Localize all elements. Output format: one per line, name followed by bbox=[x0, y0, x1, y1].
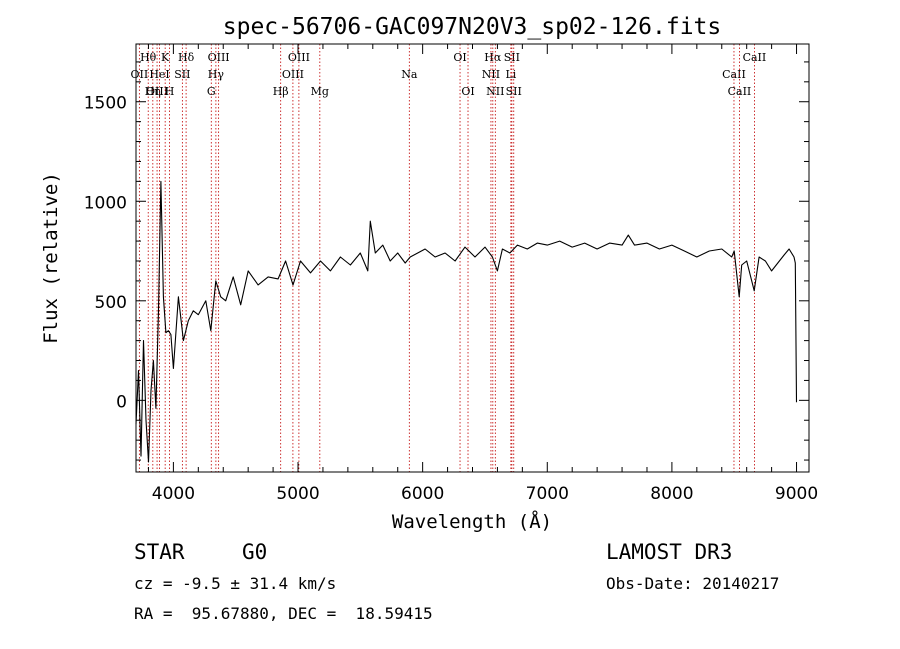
x-tick-label: 9000 bbox=[775, 484, 818, 504]
line-marker-label: Hβ bbox=[273, 85, 289, 98]
x-tick-label: 5000 bbox=[276, 484, 319, 504]
line-marker-label: SII bbox=[174, 68, 190, 81]
line-marker-label: OIII bbox=[146, 85, 168, 98]
y-tick-label: 1500 bbox=[84, 94, 127, 114]
line-marker-label: CaII bbox=[743, 51, 767, 64]
coordinates-readout: RA = 95.67880, DEC = 18.59415 bbox=[134, 604, 433, 623]
y-axis-label: Flux (relative) bbox=[40, 172, 62, 344]
x-tick-label: 4000 bbox=[152, 484, 195, 504]
line-marker-label: OII bbox=[131, 68, 149, 81]
line-marker-label: Mg bbox=[311, 85, 329, 98]
line-marker-label: NII bbox=[482, 68, 500, 81]
line-marker-label: CaII bbox=[728, 85, 752, 98]
observation-date: Obs-Date: 20140217 bbox=[606, 574, 780, 593]
line-marker-label: SII bbox=[504, 51, 520, 64]
line-marker-label: G bbox=[207, 85, 216, 98]
line-marker-label: OI bbox=[453, 51, 466, 64]
y-tick-label: 0 bbox=[116, 392, 127, 412]
line-marker-label: Hη bbox=[145, 85, 161, 98]
line-marker-label: SII bbox=[506, 85, 522, 98]
line-marker-label: Hγ bbox=[208, 68, 225, 81]
line-marker-label: HeI bbox=[149, 68, 169, 81]
line-marker-label: CaII bbox=[722, 68, 746, 81]
line-marker-label: H bbox=[165, 85, 175, 98]
velocity-readout: cz = -9.5 ± 31.4 km/s bbox=[134, 574, 337, 593]
line-marker-label: NII bbox=[486, 85, 504, 98]
line-marker-label: Li bbox=[505, 68, 516, 81]
x-tick-label: 8000 bbox=[650, 484, 693, 504]
x-tick-label: 6000 bbox=[401, 484, 444, 504]
spectral-subclass: G0 bbox=[242, 540, 268, 564]
x-tick-label: 7000 bbox=[526, 484, 569, 504]
line-marker-label: OIII bbox=[208, 51, 230, 64]
line-marker-label: Hα bbox=[484, 51, 502, 64]
y-tick-label: 500 bbox=[95, 293, 127, 313]
line-marker-label: Hδ bbox=[178, 51, 195, 64]
y-tick-label: 1000 bbox=[84, 193, 127, 213]
axes: 4000 5000 6000 7000 8000 9000 0 500 1000 1500 bbox=[84, 44, 818, 504]
chart-title: spec-56706-GAC097N20V3_sp02-126.fits bbox=[223, 14, 722, 40]
line-marker-label: Na bbox=[401, 68, 418, 81]
line-marker-label: Hθ bbox=[140, 51, 157, 64]
line-marker-label: K bbox=[161, 51, 170, 64]
plot-frame bbox=[135, 43, 810, 473]
object-class: STAR bbox=[134, 540, 185, 564]
line-marker-label: OIII bbox=[282, 68, 304, 81]
spectrum-series bbox=[135, 180, 798, 463]
line-marker-label: OI bbox=[461, 85, 474, 98]
x-axis-label: Wavelength (Å) bbox=[392, 510, 552, 533]
line-marker-label: OIII bbox=[288, 51, 310, 64]
survey-name: LAMOST DR3 bbox=[606, 540, 733, 564]
spectrum-line bbox=[135, 180, 798, 463]
